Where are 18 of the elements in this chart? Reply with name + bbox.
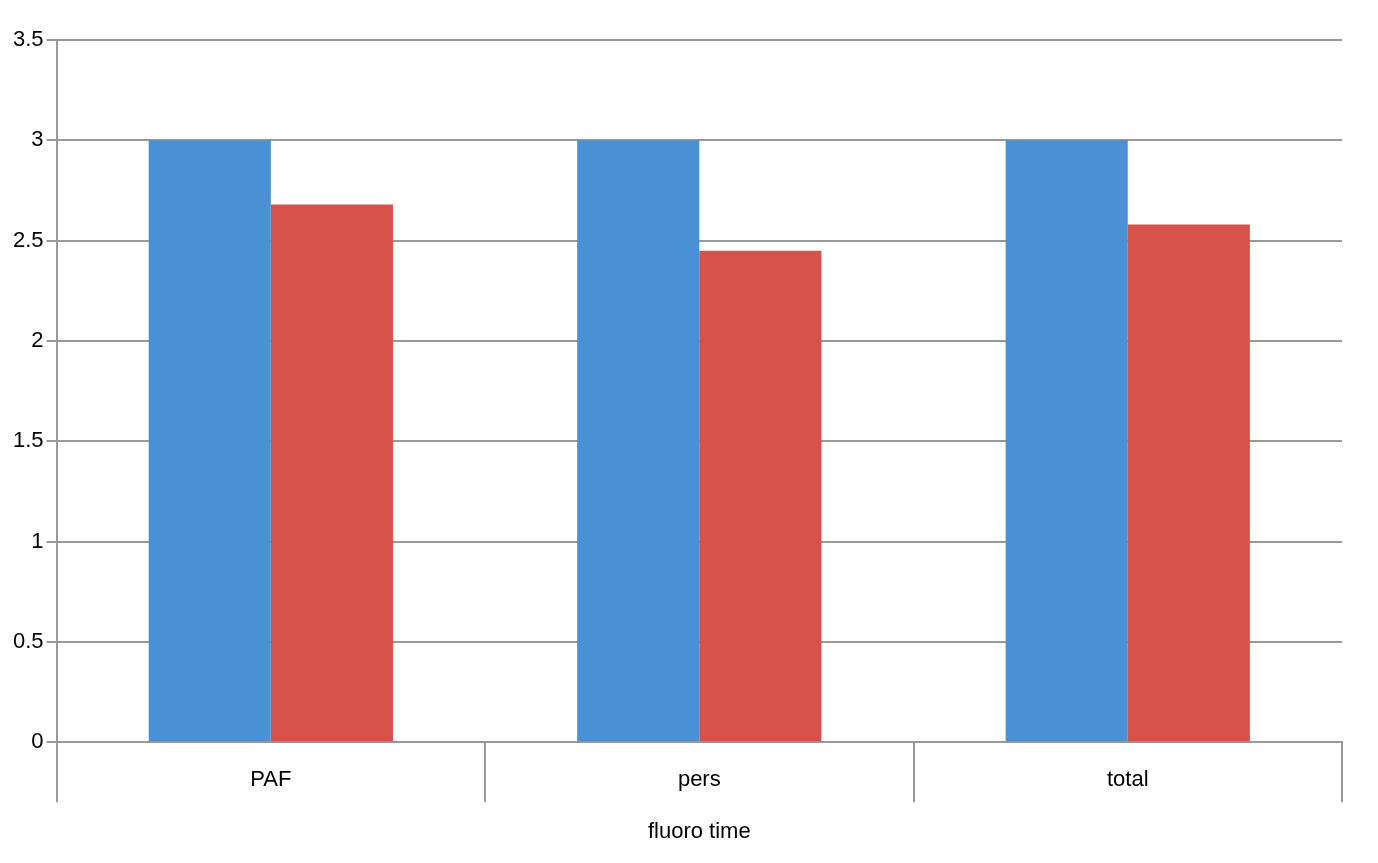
x-axis-title: fluoro time [647,817,751,843]
y-tick-label: 2.5 [12,226,44,252]
bar [270,204,393,742]
x-tick-label: total [1106,766,1149,792]
y-tick-label: 0.5 [12,627,44,653]
bar [148,140,271,742]
bar [1005,140,1128,742]
bar [1127,224,1250,742]
y-tick-label: 3.5 [12,26,44,52]
y-tick-label: 2 [31,327,44,353]
x-tick-label: PAF [250,766,292,792]
y-tick-label: 1 [31,527,44,553]
y-tick-label: 0 [31,728,44,754]
y-tick-label: 1.5 [12,427,44,453]
bar [699,250,822,742]
x-tick-label: pers [677,766,721,792]
y-tick-label: 3 [31,126,44,152]
bar [577,140,700,742]
